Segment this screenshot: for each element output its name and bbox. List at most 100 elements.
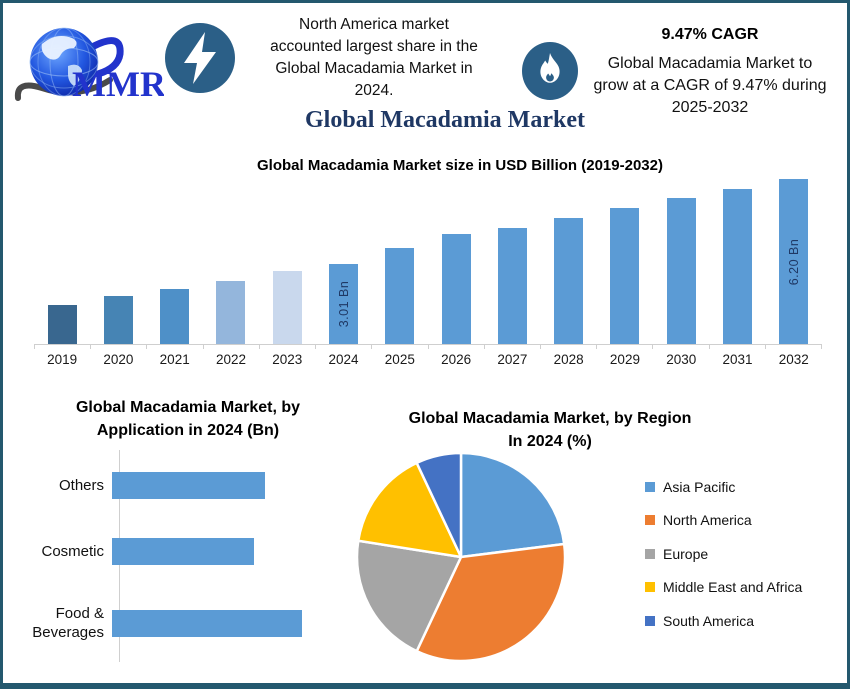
bar-column-2032: 6.20 Bn — [766, 179, 822, 344]
axis-tick — [34, 345, 92, 349]
x-axis-label-2024: 2024 — [328, 352, 359, 367]
pie-slice-middle-east-and-africa — [357, 461, 463, 559]
axis-tick — [147, 345, 204, 349]
market-size-chart-xlabels: 2019 2020 2021 2022 2023 2024 2025 2026 2027 2028… — [34, 352, 822, 367]
bar-column-2026 — [428, 234, 484, 344]
market-size-chart-bars: 3.01 Bn 6.20 Bn — [34, 179, 822, 344]
axis-tick — [429, 345, 485, 349]
cagr-headline: 9.47% CAGR — [661, 26, 759, 43]
bar-2019 — [47, 305, 77, 344]
headline-line: Global Macadamia Market in — [275, 60, 473, 77]
x-axis-label-2022: 2022 — [215, 352, 246, 367]
bar-column-2025 — [372, 248, 428, 344]
x-axis-label-2023: 2023 — [272, 352, 303, 367]
market-size-chart-title: Global Macadamia Market size in USD Bill… — [257, 157, 663, 174]
x-axis-label-2025: 2025 — [384, 352, 415, 367]
axis-tick — [260, 345, 317, 349]
headline-line: 2024. — [354, 82, 394, 99]
x-axis-label-2026: 2026 — [441, 352, 472, 367]
bar-value-label-2024: 3.01 Bn — [336, 280, 351, 328]
bar-column-2021 — [147, 289, 203, 344]
cagr-line: 2025-2032 — [671, 99, 749, 116]
legend-item-north-america: North America — [645, 504, 802, 538]
application-row: Others — [0, 471, 340, 499]
bar-column-2020 — [90, 296, 146, 344]
legend-swatch — [645, 481, 655, 492]
bar-column-2024: 3.01 Bn — [315, 264, 371, 344]
cagr-block: 9.47% CAGR Global Macadamia Market to gr… — [585, 26, 835, 119]
cagr-line: Global Macadamia Market to — [607, 55, 813, 72]
bar-2025 — [385, 248, 415, 344]
flame-icon — [522, 42, 578, 100]
bar-column-2022 — [203, 281, 259, 344]
cagr-line: grow at a CAGR of 9.47% during — [593, 77, 827, 94]
axis-tick — [204, 345, 260, 349]
bar-2027 — [497, 228, 527, 344]
bar-2030 — [666, 198, 696, 344]
application-chart-title: Global Macadamia Market, by Application … — [32, 396, 344, 442]
pie-slice-asia-pacific — [459, 451, 566, 559]
axis-tick — [766, 345, 823, 349]
market-size-chart-axis — [34, 344, 823, 349]
bar-column-2019 — [34, 305, 90, 344]
legend-item-europe: Europe — [645, 537, 802, 571]
application-category-label: Others — [58, 476, 104, 494]
application-row: Food & Beverages — [0, 604, 340, 642]
x-axis-label-2029: 2029 — [609, 352, 640, 367]
axis-tick — [710, 345, 766, 349]
headline-line: North America market — [299, 16, 449, 33]
application-row: Cosmetic — [0, 537, 340, 565]
bar-2020 — [103, 296, 133, 344]
headline-line: accounted largest share in the — [270, 38, 478, 55]
legend-swatch — [645, 548, 655, 559]
lightning-icon — [165, 23, 235, 93]
axis-tick — [541, 345, 598, 349]
globe-icon — [29, 27, 99, 97]
axis-tick — [485, 345, 541, 349]
bar-column-2029 — [597, 208, 653, 344]
application-bar — [112, 471, 265, 499]
bar-column-2023 — [259, 271, 315, 344]
legend-swatch — [645, 515, 655, 526]
axis-tick — [316, 345, 373, 349]
bar-2031 — [723, 189, 753, 344]
logo-swoosh-blue — [90, 37, 124, 78]
logo-swoosh-gray — [14, 77, 113, 101]
bar-column-2027 — [484, 228, 540, 344]
legend-label: Middle East and Africa — [663, 579, 803, 596]
bar-2024: 3.01 Bn — [329, 264, 359, 344]
legend-label: Asia Pacific — [663, 478, 736, 495]
axis-tick — [653, 345, 710, 349]
headline-text: North America market accounted largest s… — [250, 14, 498, 102]
bar-2032: 6.20 Bn — [779, 179, 809, 344]
legend-item-south-america: South America — [645, 604, 802, 638]
application-category-label: Food & Beverages — [32, 605, 104, 642]
application-chart-title-line: Application in 2024 (Bn) — [96, 422, 280, 439]
bar-2023 — [272, 271, 302, 344]
pie-slice-europe — [355, 539, 463, 653]
legend-swatch — [645, 582, 655, 593]
region-chart-title-line: In 2024 (%) — [508, 433, 592, 450]
application-category-label: Cosmetic — [41, 542, 104, 560]
x-axis-label-2032: 2032 — [778, 352, 809, 367]
bar-column-2030 — [653, 198, 709, 344]
bar-2029 — [610, 208, 640, 344]
legend-label: North America — [663, 512, 752, 529]
bar-2028 — [554, 218, 584, 344]
legend-swatch — [645, 615, 655, 626]
x-axis-label-2027: 2027 — [497, 352, 528, 367]
pie-slice-south-america — [415, 451, 463, 559]
axis-tick — [597, 345, 654, 349]
legend-item-asia-pacific: Asia Pacific — [645, 470, 802, 504]
bar-column-2028 — [541, 218, 597, 344]
bar-2021 — [160, 289, 190, 344]
axis-tick — [91, 345, 148, 349]
logo-text: MMR — [72, 64, 164, 104]
region-chart-title: Global Macadamia Market, by Region In 20… — [365, 407, 735, 453]
legend-label: South America — [663, 612, 755, 629]
application-bar — [112, 609, 302, 637]
bar-column-2031 — [709, 189, 765, 344]
x-axis-label-2020: 2020 — [103, 352, 134, 367]
x-axis-label-2019: 2019 — [47, 352, 78, 367]
legend-item-middle-east-and-africa: Middle East and Africa — [645, 571, 802, 605]
